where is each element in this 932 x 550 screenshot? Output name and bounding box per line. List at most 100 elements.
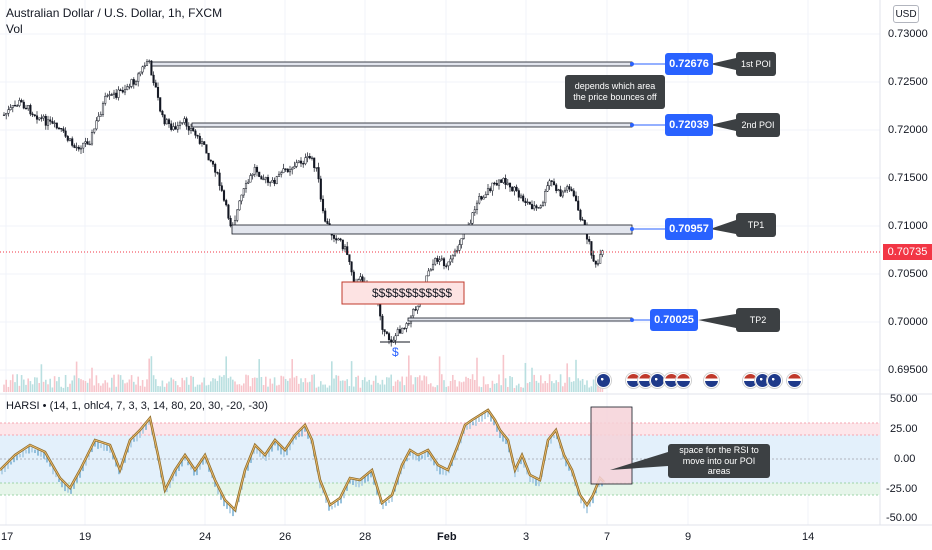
harsi-candle bbox=[478, 417, 480, 423]
harsi-candle bbox=[493, 419, 495, 426]
candle-body bbox=[68, 138, 72, 141]
candle-body bbox=[229, 218, 232, 227]
callout-pointer-rsi bbox=[610, 452, 668, 470]
volume-bar bbox=[447, 386, 450, 392]
tp2-zone[interactable] bbox=[407, 317, 650, 322]
harsi-candle bbox=[538, 480, 540, 487]
indicator-tick: -25.00 bbox=[886, 483, 918, 495]
candle-body bbox=[11, 105, 14, 108]
volume-bar bbox=[84, 380, 87, 392]
volume-bar bbox=[82, 380, 84, 392]
harsi-candle bbox=[532, 478, 534, 483]
time-tick: 19 bbox=[79, 531, 92, 543]
harsi-candle bbox=[367, 473, 369, 482]
candle-body bbox=[255, 167, 259, 173]
candle-body bbox=[97, 115, 100, 122]
harsi-candle bbox=[52, 465, 54, 475]
callout-poi-note[interactable]: depends which area the price bounces off bbox=[565, 75, 665, 109]
harsi-candle bbox=[343, 489, 345, 499]
callout-rsi-note[interactable]: space for the RSI to move into our POI a… bbox=[668, 444, 770, 478]
volume-bar bbox=[106, 382, 109, 392]
event-flag-us-icon[interactable] bbox=[787, 373, 802, 388]
harsi-candle bbox=[388, 499, 390, 504]
candle-body bbox=[95, 120, 98, 130]
rsi-space-box[interactable] bbox=[590, 406, 633, 485]
harsi-candle bbox=[76, 476, 78, 483]
harsi-candle bbox=[535, 478, 537, 486]
volume-bar bbox=[579, 380, 582, 392]
harsi-candle bbox=[100, 444, 102, 448]
event-flag-au-icon[interactable] bbox=[596, 373, 611, 388]
candle-body bbox=[189, 128, 193, 131]
volume-bar bbox=[337, 375, 340, 392]
candle-body bbox=[537, 207, 540, 209]
volume-bar bbox=[379, 384, 381, 392]
liquidity-box[interactable] bbox=[341, 281, 465, 305]
callout-tp2[interactable]: TP2 bbox=[736, 308, 780, 332]
event-flag-us-icon[interactable] bbox=[676, 373, 691, 388]
harsi-candle bbox=[118, 468, 120, 475]
volume-bar bbox=[14, 382, 16, 392]
candle-body bbox=[315, 167, 318, 169]
candle-body bbox=[181, 122, 184, 124]
candle-body bbox=[326, 221, 329, 224]
harsi-candle bbox=[112, 454, 114, 459]
volume-bar bbox=[469, 379, 472, 392]
harsi-candle bbox=[16, 455, 18, 461]
volume-bar bbox=[260, 376, 263, 392]
candle-body bbox=[71, 138, 74, 146]
volume-bar bbox=[247, 375, 249, 392]
tp1-price-tag[interactable]: 0.70957 bbox=[665, 218, 713, 240]
harsi-candle bbox=[325, 495, 327, 503]
volume-bar bbox=[601, 385, 604, 392]
harsi-candle bbox=[289, 442, 291, 451]
volume-bar bbox=[432, 386, 434, 392]
volume-bar bbox=[452, 374, 454, 392]
candle-body bbox=[264, 177, 267, 180]
event-flag-au-icon[interactable] bbox=[767, 373, 782, 388]
candle-body bbox=[44, 115, 47, 126]
harsi-candle bbox=[460, 437, 462, 444]
volume-bar bbox=[289, 378, 291, 392]
indicator-legend[interactable]: HARSI • (14, 1, ohlc4, 7, 3, 3, 14, 80, … bbox=[6, 400, 268, 412]
candle-body bbox=[451, 254, 454, 260]
volume-bar bbox=[212, 378, 214, 392]
harsi-candle bbox=[340, 496, 342, 504]
volume-bar bbox=[42, 381, 45, 392]
volume-bar bbox=[265, 376, 267, 392]
tp1-zone[interactable] bbox=[231, 224, 665, 235]
volume-bar bbox=[97, 383, 100, 392]
volume-bar bbox=[328, 385, 331, 392]
poi-1-zone[interactable] bbox=[151, 61, 665, 67]
poi-1-price-tag[interactable]: 0.72676 bbox=[665, 53, 713, 75]
volume-bar bbox=[155, 379, 157, 392]
callout-tp1[interactable]: TP1 bbox=[736, 213, 776, 237]
volume-bar bbox=[326, 387, 329, 392]
volume-bar bbox=[12, 374, 14, 392]
event-flag-us-icon[interactable] bbox=[704, 373, 719, 388]
harsi-candle bbox=[226, 503, 228, 509]
volume-bar bbox=[174, 381, 177, 392]
volume-bar bbox=[150, 356, 153, 392]
volume-bar bbox=[183, 380, 186, 392]
currency-button[interactable]: USD bbox=[893, 5, 919, 23]
poi-2-price-tag[interactable]: 0.72039 bbox=[665, 114, 713, 136]
callout-1st-poi[interactable]: 1st POI bbox=[736, 52, 776, 76]
poi-2-zone[interactable] bbox=[191, 122, 665, 128]
tp2-price-tag[interactable]: 0.70025 bbox=[650, 309, 698, 331]
callout-2nd-poi[interactable]: 2nd POI bbox=[736, 113, 780, 137]
price-tick: 0.72000 bbox=[888, 124, 928, 136]
volume-bar bbox=[311, 374, 313, 392]
candle-body bbox=[106, 95, 109, 97]
harsi-candle bbox=[43, 452, 45, 459]
harsi-candle bbox=[424, 451, 426, 460]
harsi-candle bbox=[310, 440, 312, 444]
candle-body bbox=[447, 261, 450, 267]
candle-body bbox=[478, 196, 481, 204]
event-flag-au-icon[interactable] bbox=[650, 373, 665, 388]
volume-bar bbox=[518, 383, 520, 392]
candle-body bbox=[207, 152, 210, 161]
candle-body bbox=[29, 105, 32, 115]
volume-bar bbox=[577, 378, 579, 392]
